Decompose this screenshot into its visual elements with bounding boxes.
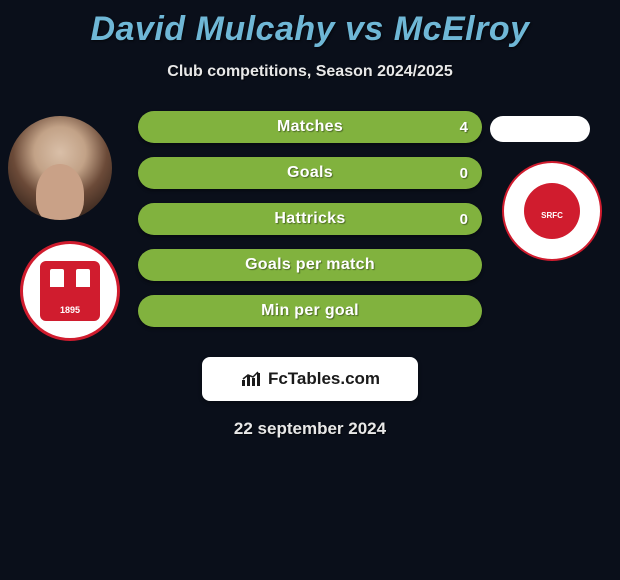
- player1-club-badge: 1895: [20, 241, 120, 341]
- stat-label: Min per goal: [261, 302, 359, 320]
- stat-label: Matches: [277, 118, 343, 136]
- player2-photo: [490, 116, 590, 142]
- brand-chart-icon: [240, 370, 262, 388]
- player1-club-year: 1895: [40, 305, 100, 315]
- page-title: David Mulcahy vs McElroy: [0, 0, 620, 49]
- brand-badge: FcTables.com: [202, 357, 418, 401]
- player2-club-badge: [502, 161, 602, 261]
- stat-row-goals-per-match: Goals per match: [138, 249, 482, 281]
- date-text: 22 september 2024: [0, 419, 620, 439]
- stat-right-value: 0: [460, 165, 468, 182]
- stat-row-min-per-goal: Min per goal: [138, 295, 482, 327]
- stat-row-goals: Goals 0: [138, 157, 482, 189]
- stat-row-matches: Matches 4: [138, 111, 482, 143]
- stat-label: Goals: [287, 164, 333, 182]
- player1-photo: [8, 116, 112, 220]
- subtitle: Club competitions, Season 2024/2025: [0, 63, 620, 81]
- stat-label: Goals per match: [245, 256, 375, 274]
- stat-right-value: 0: [460, 211, 468, 228]
- brand-text: FcTables.com: [268, 369, 380, 389]
- stat-label: Hattricks: [274, 210, 345, 228]
- stat-right-value: 4: [460, 119, 468, 136]
- stat-bars: Matches 4 Goals 0 Hattricks 0 Goals per …: [138, 111, 482, 341]
- comparison-panel: 1895 Matches 4 Goals 0 Hattricks 0 Goals…: [0, 111, 620, 351]
- stat-row-hattricks: Hattricks 0: [138, 203, 482, 235]
